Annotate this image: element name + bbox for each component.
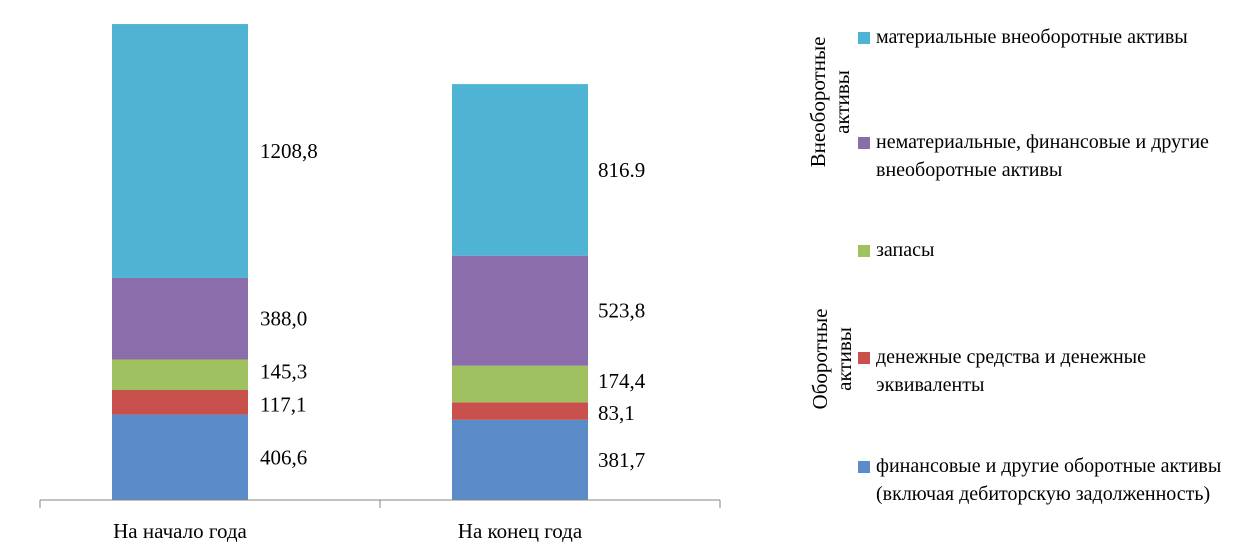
legend-item-inventory: запасы: [858, 236, 1254, 264]
data-label: 816.9: [598, 158, 645, 182]
bar-segment: [112, 359, 248, 390]
legend-swatch: [858, 245, 870, 257]
legend-item-cash: денежные средства и денежные эквиваленты: [858, 343, 1246, 399]
stacked-bar-chart: 406,6 117,1 145,3 388,0 1208,8 381,7 83,1 174,4…: [39, 24, 721, 543]
legend-group-current: Оборотные активы: [808, 308, 856, 410]
bar-segment: [112, 389, 248, 415]
bar-segment: [452, 255, 588, 366]
legend-group-non-current: Внеоборотные активы: [806, 36, 854, 168]
legend-swatch: [858, 461, 870, 473]
legend-swatch: [858, 352, 870, 364]
bar-segment: [112, 24, 248, 278]
bars-layer: [112, 24, 588, 500]
legend-item-other-current: финансовые и другие оборотные активы (вк…: [858, 452, 1254, 508]
legend-label: нематериальные, финансовые и другие внео…: [876, 131, 1209, 181]
data-labels-layer: 406,6 117,1 145,3 388,0 1208,8 381,7 83,1 174,4…: [260, 139, 646, 472]
x-axis: На начало года На конец года: [39, 499, 721, 543]
legend-item-intangible: нематериальные, финансовые и другие внео…: [858, 128, 1251, 184]
bar-segment: [452, 84, 588, 256]
data-label: 381,7: [598, 448, 645, 472]
data-label: 406,6: [260, 445, 307, 469]
legend-label: материальные внеоборотные активы: [876, 26, 1188, 48]
x-tick-label: На конец года: [458, 519, 583, 543]
legend-label: денежные средства и денежные эквиваленты: [876, 346, 1146, 396]
bar-segment: [452, 402, 588, 420]
legend-swatch: [858, 137, 870, 149]
data-label: 83,1: [598, 401, 635, 425]
bar-segment: [112, 277, 248, 360]
legend-arrows: [858, 0, 1254, 547]
legend-label: запасы: [876, 239, 935, 261]
data-label: 388,0: [260, 307, 307, 331]
bar-segment: [112, 414, 248, 500]
data-label: 145,3: [260, 360, 307, 384]
data-label: 117,1: [260, 392, 306, 416]
bar-segment: [452, 419, 588, 500]
bar-segment: [452, 365, 588, 403]
legend-label: финансовые и другие оборотные активы (вк…: [876, 455, 1222, 505]
x-tick-label: На начало года: [113, 519, 247, 543]
data-label: 174,4: [598, 369, 646, 393]
legend: Внеоборотные активы Оборотные активы мат…: [806, 0, 1254, 547]
data-label: 1208,8: [260, 139, 318, 163]
legend-item-tangible: материальные внеоборотные активы: [858, 23, 1216, 51]
legend-swatch: [858, 32, 870, 44]
data-label: 523,8: [598, 299, 645, 323]
